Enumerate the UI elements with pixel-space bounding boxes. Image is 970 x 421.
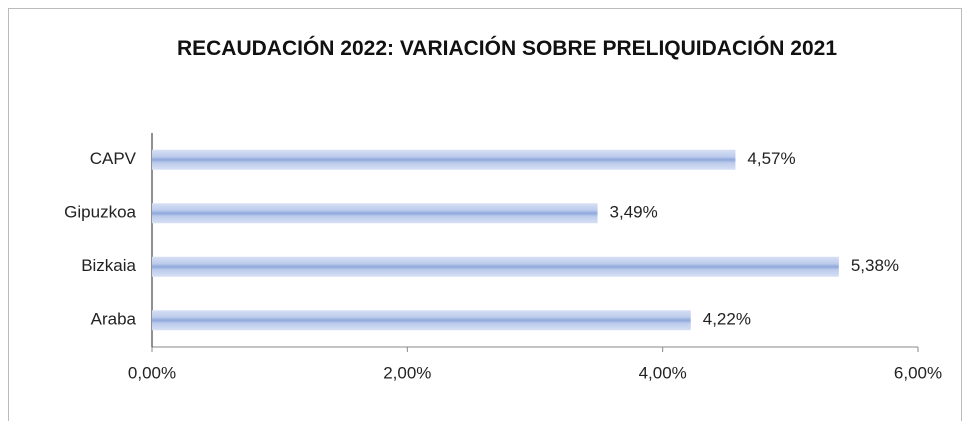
y-tick-label: CAPV [90, 149, 137, 168]
y-tick-label: Araba [91, 310, 137, 329]
bar [152, 149, 736, 170]
data-label: 4,22% [703, 310, 751, 329]
data-label: 5,38% [851, 256, 899, 275]
y-tick-label: Bizkaia [81, 256, 136, 275]
x-tick-label: 4,00% [639, 363, 687, 382]
bar [152, 310, 691, 331]
data-label: 4,57% [747, 149, 795, 168]
y-tick-label: Gipuzkoa [64, 203, 136, 222]
data-label: 3,49% [610, 203, 658, 222]
chart-title: RECAUDACIÓN 2022: VARIACIÓN SOBRE PRELIQ… [176, 37, 838, 60]
x-tick-label: 0,00% [128, 363, 176, 382]
chart-frame [8, 8, 962, 421]
x-tick-label: 2,00% [383, 363, 431, 382]
x-tick-label: 6,00% [894, 363, 942, 382]
bar [152, 203, 598, 224]
bar [152, 256, 839, 277]
